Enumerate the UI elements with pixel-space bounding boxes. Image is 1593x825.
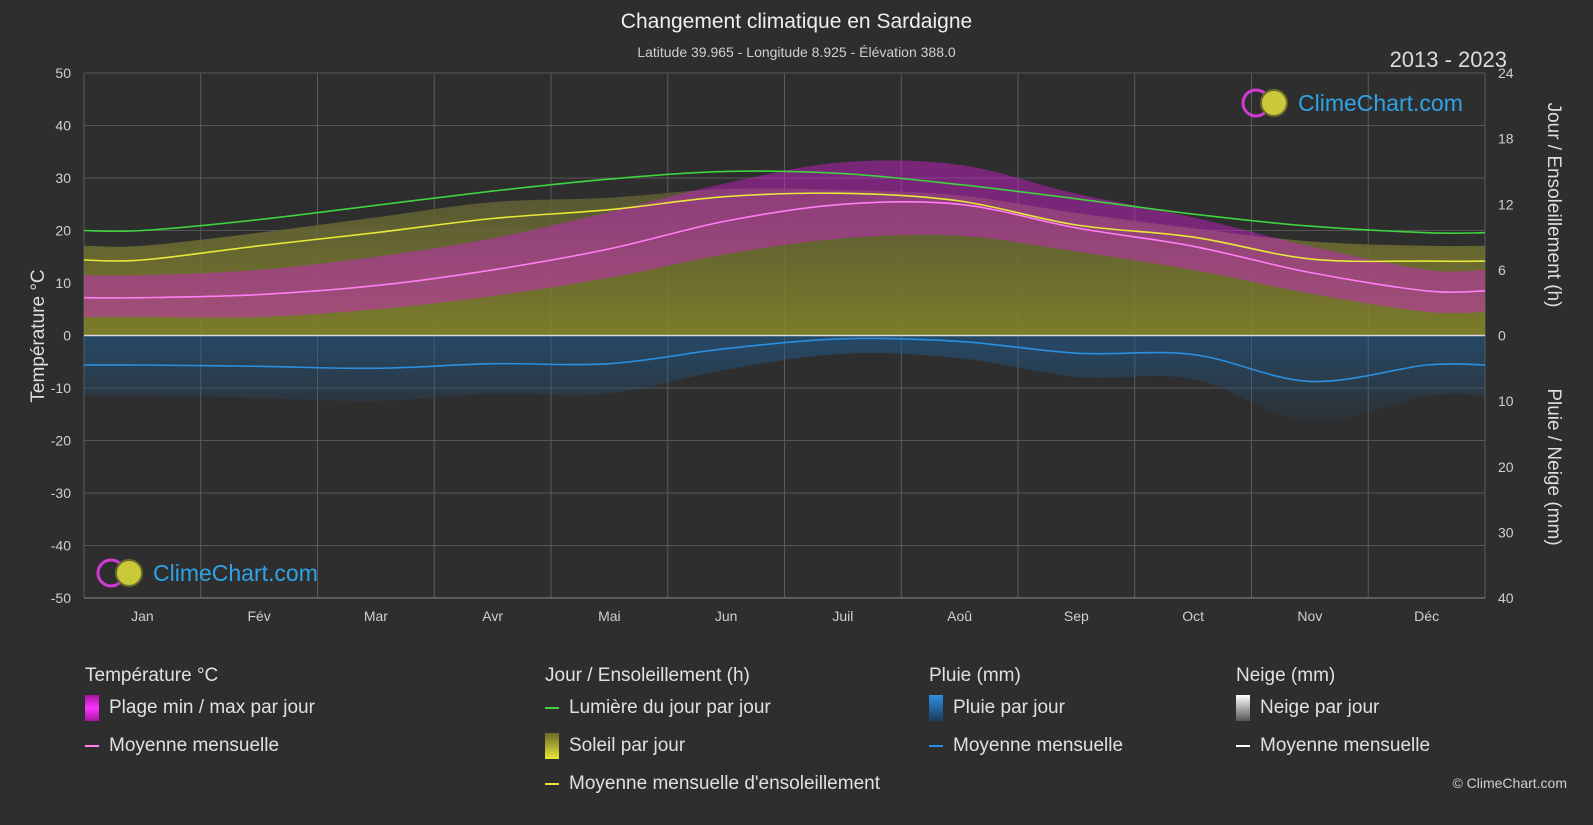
legend-title: Température °C [85,665,219,686]
legend-label: Plage min / max par jour [109,697,315,718]
logo-icon [1241,88,1288,118]
left-axis-label: Température °C [28,269,49,402]
legend-label: Moyenne mensuelle [1260,735,1431,756]
rain-area [84,335,1485,423]
month-label: Déc [1414,608,1439,624]
temperature-mean-line [83,200,1486,299]
chart-title: Changement climatique en Sardaigne [620,10,973,33]
month-label: Nov [1297,608,1322,624]
left-tick-label: -10 [51,380,71,396]
legend-item: Pluie par jour [929,689,1123,727]
legend-item: Plage min / max par jour [85,689,315,727]
right-tick-label-hours: 12 [1498,196,1514,212]
swatch-temp-range [85,695,99,721]
right-tick-label-hours: 6 [1498,262,1506,278]
left-tick-label: 20 [55,223,71,239]
legend-label: Moyenne mensuelle d'ensoleillement [569,773,880,794]
rain-mean-line [83,337,1486,383]
axes [84,334,1485,599]
left-tick-label: 40 [55,118,71,134]
left-tick-label: -30 [51,485,71,501]
month-label: Mar [364,608,388,624]
legend-label: Lumière du jour par jour [569,697,771,718]
left-tick-label: 30 [55,170,71,186]
month-label: Avr [482,608,503,624]
month-label: Jun [715,608,738,624]
legend-snow: Neige (mm) Neige par jour Moyenne mensue… [1236,665,1430,765]
month-label: Mai [598,608,621,624]
left-tick-labels: 50 40 30 20 10 0 -10 -20 -30 -40 -50 [51,65,71,606]
logo-top: ClimeChart.com [1240,86,1463,120]
legend-title: Neige (mm) [1236,665,1336,686]
swatch-rain [929,695,943,721]
logo-bottom: ClimeChart.com [95,556,318,590]
legend-item: Moyenne mensuelle d'ensoleillement [545,765,880,803]
rain-fill [84,335,1485,423]
swatch-daylight [545,707,559,709]
copyright: © ClimeChart.com [1452,775,1567,791]
month-label: Juil [832,608,853,624]
left-tick-label: 10 [55,275,71,291]
legend-rain: Pluie (mm) Pluie par jour Moyenne mensue… [929,665,1123,765]
year-range: 2013 - 2023 [1389,47,1507,72]
left-tick-label: -40 [51,538,71,554]
legend-label: Moyenne mensuelle [953,735,1124,756]
sunshine-mean-line [83,192,1486,263]
legend-label: Soleil par jour [569,735,686,756]
right-tick-label-mm: 30 [1498,524,1514,540]
swatch-sunshine-mean [545,783,559,785]
left-tick-label: 50 [55,65,71,81]
legend-sun: Jour / Ensoleillement (h) Lumière du jou… [545,665,880,803]
left-tick-label: -50 [51,590,71,606]
right-tick-label-hours: 0 [1498,328,1506,344]
legend-title: Pluie (mm) [929,665,1021,686]
legend-label: Neige par jour [1260,697,1380,718]
right-bottom-axis-label: Pluie / Neige (mm) [1543,388,1564,545]
legend-item: Moyenne mensuelle [85,727,315,765]
right-tick-label-mm: 20 [1498,459,1514,475]
right-tick-label-mm: 40 [1498,590,1514,606]
legend-item: Moyenne mensuelle [929,727,1123,765]
right-tick-labels: 24 18 12 6 0 10 20 30 40 [1498,65,1514,606]
swatch-sunshine [545,733,559,759]
swatch-snow-mean [1236,745,1250,747]
logo-text: ClimeChart.com [1298,89,1463,116]
logo-icon [96,558,143,588]
right-tick-label-hours: 18 [1498,131,1514,147]
series-lines [83,170,1486,383]
legend-title: Jour / Ensoleillement (h) [545,665,750,686]
month-label: Jan [131,608,154,624]
legend-item: Moyenne mensuelle [1236,727,1430,765]
legend-label: Moyenne mensuelle [109,735,280,756]
swatch-temp-mean [85,745,99,747]
right-top-axis-label: Jour / Ensoleillement (h) [1543,103,1564,308]
month-label: Oct [1182,608,1204,624]
left-tick-label: 0 [63,328,71,344]
month-tick-labels: Jan Fév Mar Avr Mai Jun Juil Aoû Sep Oct Nov Déc [131,608,1439,624]
legend-item: Neige par jour [1236,689,1430,727]
logo-text: ClimeChart.com [153,559,318,586]
swatch-rain-mean [929,745,943,747]
daylight-line [83,170,1486,234]
right-tick-label-hours: 24 [1498,65,1514,81]
legend-label: Pluie par jour [953,697,1065,718]
legend-item: Lumière du jour par jour [545,689,880,727]
swatch-snow [1236,695,1250,721]
legend-temperature: Température °C Plage min / max par jour … [85,665,315,765]
right-tick-label-mm: 10 [1498,393,1514,409]
legend-item: Soleil par jour [545,727,880,765]
month-label: Aoû [947,608,972,624]
month-label: Sep [1064,608,1089,624]
month-label: Fév [247,608,270,624]
left-tick-label: -20 [51,433,71,449]
chart-subtitle: Latitude 39.965 - Longitude 8.925 - Élév… [637,44,956,60]
